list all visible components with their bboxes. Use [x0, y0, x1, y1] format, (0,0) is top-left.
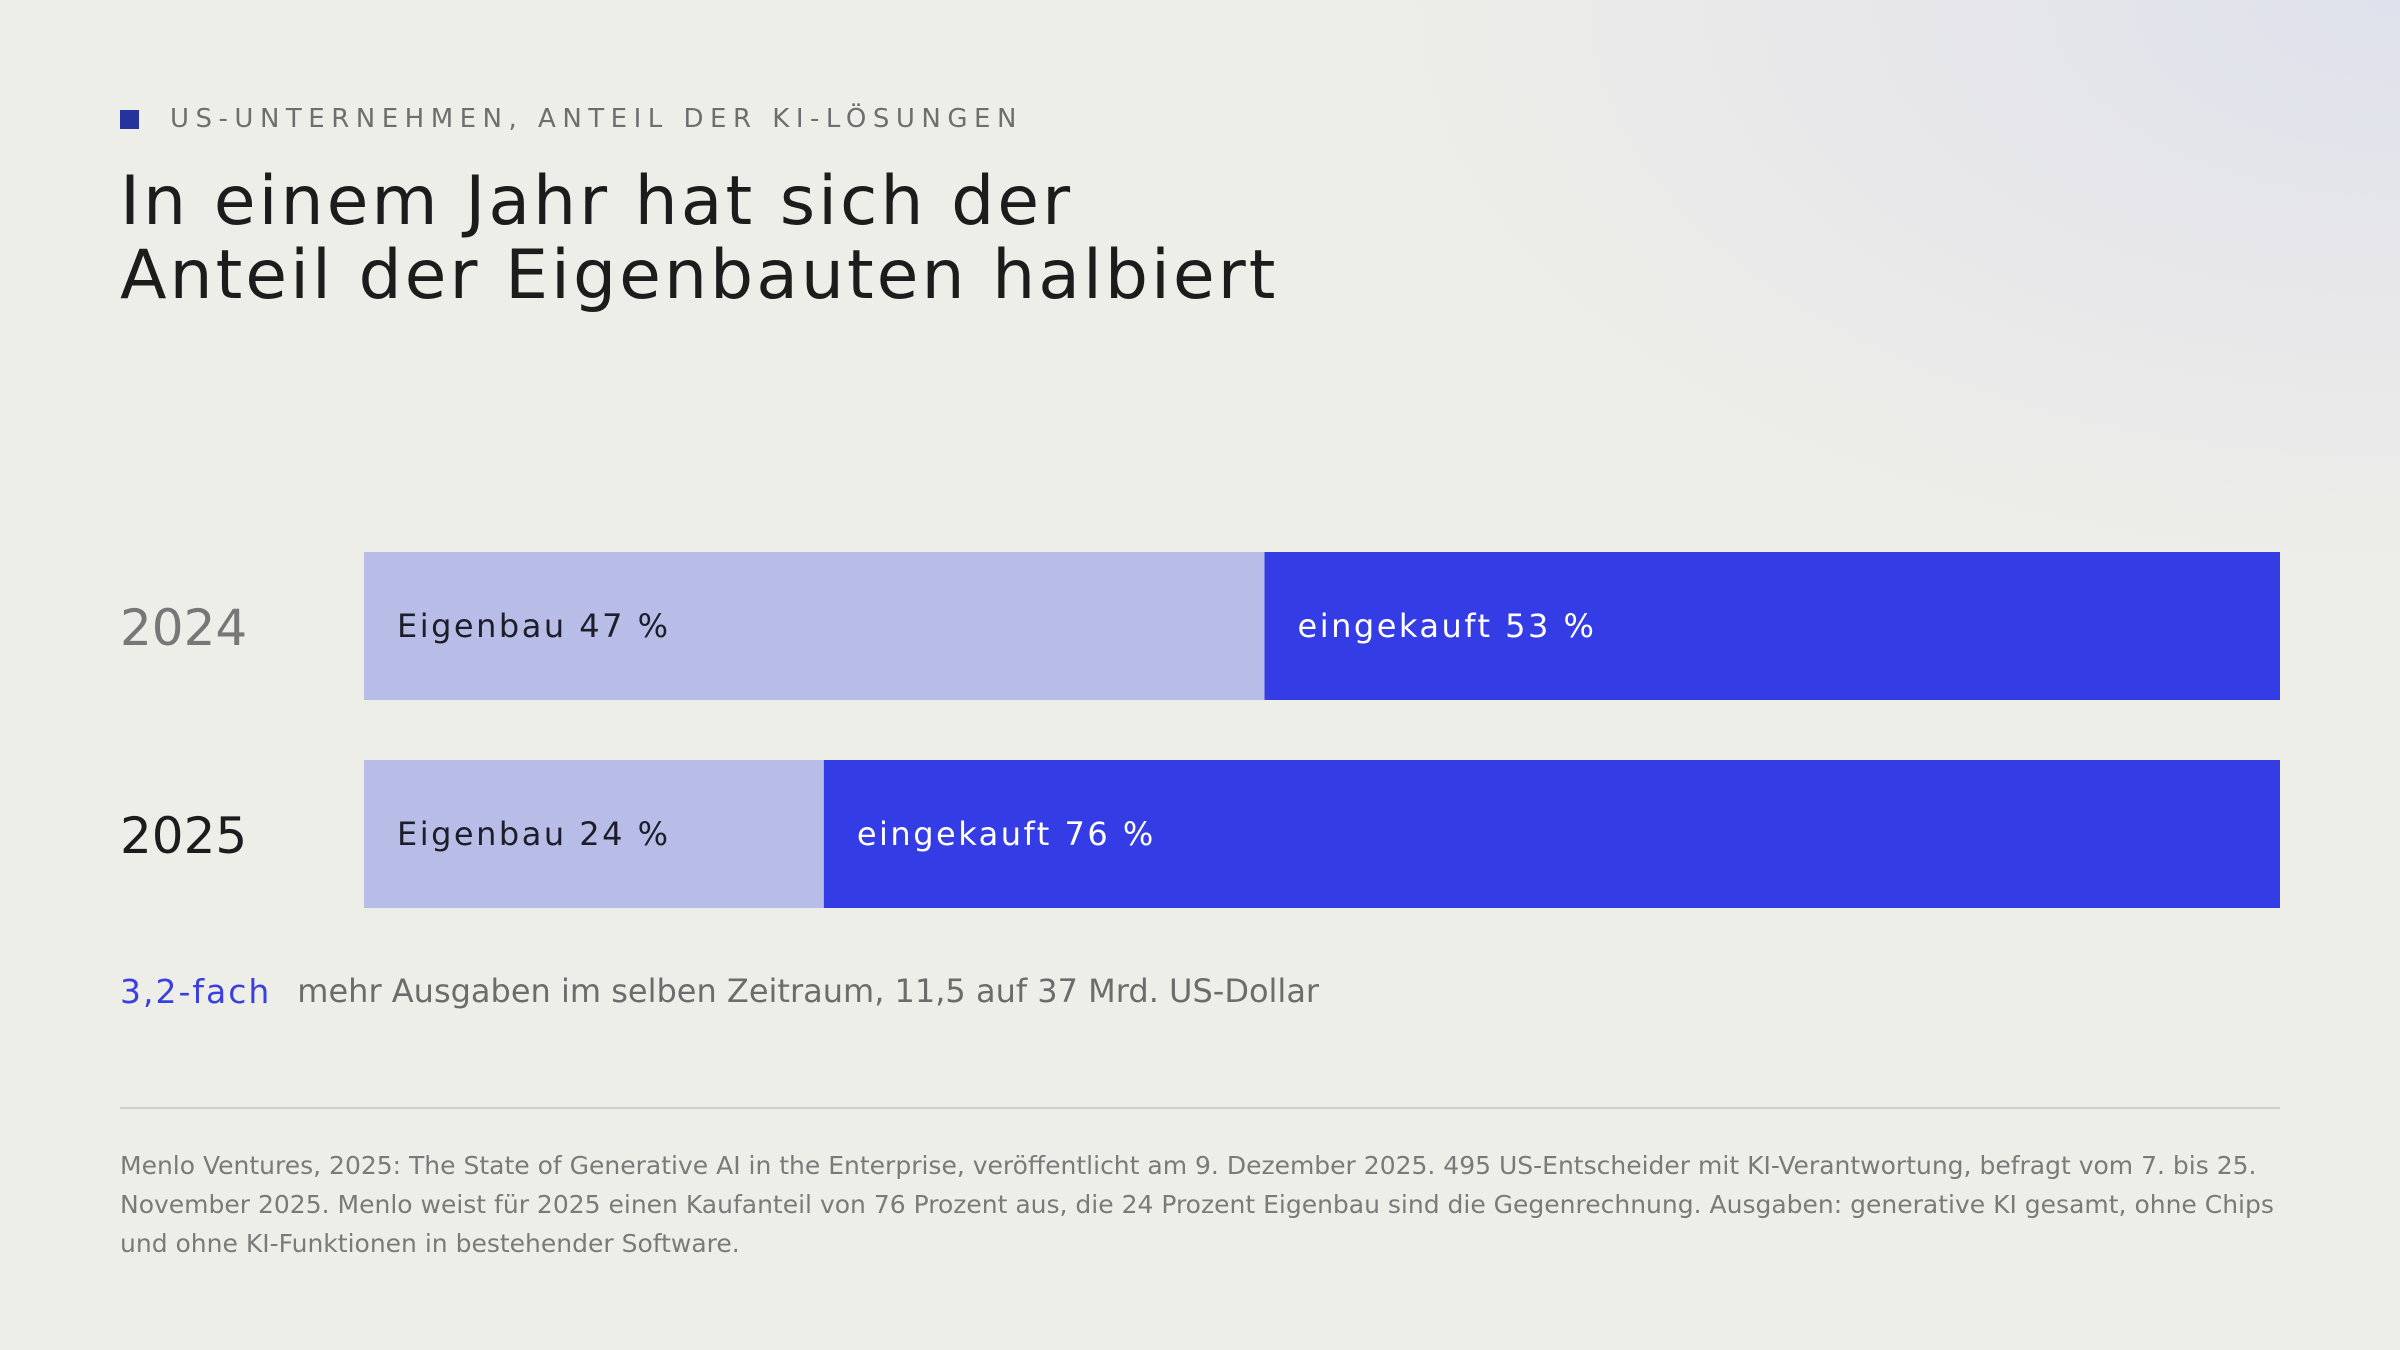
stat-value: 3,2-fach: [120, 971, 272, 1011]
bar-2024-eigenbau: [364, 552, 1265, 700]
bar-label-2025-eigenbau: Eigenbau 24 %: [397, 815, 671, 853]
bar-2025-eingekauft: [823, 760, 2280, 908]
bar-label-2025-eingekauft: eingekauft 76 %: [857, 815, 1156, 853]
bar-2025-eigenbau: [364, 760, 824, 908]
chart-title: In einem Jahr hat sich der Anteil der Ei…: [120, 162, 1279, 315]
bar-2024-eingekauft: [1264, 552, 2280, 700]
kicker-text: US-UNTERNEHMEN, ANTEIL DER KI-LÖSUNGEN: [170, 104, 1023, 134]
kicker-square-icon: [120, 109, 139, 129]
bar-label-2024-eingekauft: eingekauft 53 %: [1298, 607, 1597, 645]
bar-label-2024-eigenbau: Eigenbau 47 %: [397, 607, 671, 645]
source-note: Menlo Ventures, 2025: The State of Gener…: [120, 1151, 2274, 1258]
category-label-2025: 2025: [120, 807, 248, 865]
divider: [120, 1107, 2280, 1109]
chart-kicker: US-UNTERNEHMEN, ANTEIL DER KI-LÖSUNGEN: [120, 103, 1023, 135]
spending-stat: 3,2-fach mehr Ausgaben im selben Zeitrau…: [120, 966, 1319, 1016]
stat-text: mehr Ausgaben im selben Zeitraum, 11,5 a…: [297, 972, 1320, 1010]
category-label-2024: 2024: [120, 599, 248, 657]
